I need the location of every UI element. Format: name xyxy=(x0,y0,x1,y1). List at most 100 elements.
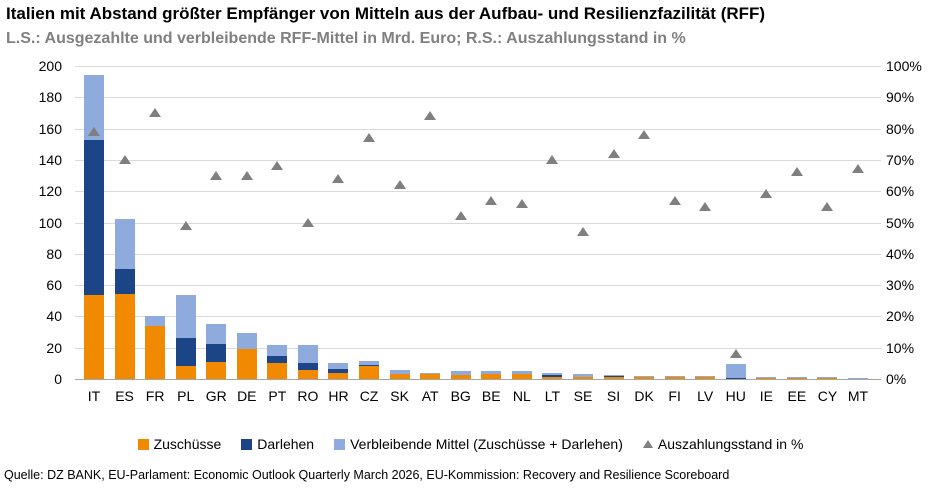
x-axis-label-IT: IT xyxy=(87,388,101,404)
y-axis-left-tick: 100 xyxy=(38,214,62,231)
bar-segment-verbleibend-PT xyxy=(267,344,288,356)
y-axis-left-tick: 60 xyxy=(46,277,62,294)
legend-item-verbleibend: Verbleibende Mittel (Zuschüsse + Darlehe… xyxy=(334,436,623,452)
y-axis-right-tick: 90% xyxy=(886,89,915,106)
square-swatch-icon xyxy=(241,438,253,450)
gridline xyxy=(75,316,881,318)
plot-area xyxy=(75,66,881,380)
y-axis-left-tick: 0 xyxy=(54,371,62,387)
y-axis-right-tick: 30% xyxy=(886,277,915,294)
y-axis-left-tick: 160 xyxy=(38,120,62,137)
bar-segment-verbleibend-FR xyxy=(145,316,166,326)
bar-segment-verbleibend-HU xyxy=(725,364,746,378)
y-axis-right-tick: 0% xyxy=(886,371,907,387)
x-axis-line xyxy=(75,379,881,380)
bar-segment-zuschuesse-CY xyxy=(817,377,838,379)
bar-segment-verbleibend-MT xyxy=(848,377,868,379)
bar-segment-verbleibend-SK xyxy=(389,370,410,374)
x-axis-label-EE: EE xyxy=(787,388,807,404)
marker-triangle-SE xyxy=(576,226,589,236)
bar-segment-zuschuesse-RO xyxy=(297,369,318,379)
bar-segment-verbleibend-EE xyxy=(786,376,807,378)
bar-segment-verbleibend-CZ xyxy=(359,360,380,365)
marker-triangle-IT xyxy=(88,126,100,136)
marker-triangle-CY xyxy=(821,201,834,211)
y-axis-right-tick: 20% xyxy=(886,308,915,325)
marker-triangle-NL xyxy=(515,198,528,208)
x-axis-label-NL: NL xyxy=(512,388,531,404)
legend-label: Zuschüsse xyxy=(153,436,222,452)
bar-segment-verbleibend-LT xyxy=(542,373,563,376)
gridline xyxy=(75,159,881,161)
marker-triangle-HR xyxy=(332,173,345,183)
x-axis-label-DK: DK xyxy=(634,388,654,404)
bar-segment-verbleibend-DE xyxy=(236,332,257,350)
bar-segment-darlehen-RO xyxy=(297,362,318,370)
x-axis-label-LV: LV xyxy=(697,388,714,404)
legend-item-zuschuesse: Zuschüsse xyxy=(137,436,222,452)
bar-segment-zuschuesse-AT xyxy=(420,374,441,379)
bar-segment-zuschuesse-LT xyxy=(542,376,563,379)
y-axis-left-tick: 180 xyxy=(38,89,62,106)
bar-segment-zuschuesse-SI xyxy=(603,377,624,379)
x-axis-label-PL: PL xyxy=(177,388,195,404)
bar-segment-darlehen-SI xyxy=(603,376,624,378)
marker-triangle-FI xyxy=(668,195,681,205)
x-axis-label-HU: HU xyxy=(725,388,746,404)
bar-segment-zuschuesse-BG xyxy=(450,374,471,379)
marker-triangle-PT xyxy=(271,161,284,171)
bar-segment-darlehen-HR xyxy=(328,368,349,373)
source-note: Quelle: DZ BANK, EU-Parlament: Economic … xyxy=(4,468,730,482)
legend-label: Darlehen xyxy=(257,436,315,452)
y-axis-right-tick: 100% xyxy=(886,58,922,74)
bar-segment-verbleibend-FI xyxy=(664,376,685,378)
bar-segment-zuschuesse-PT xyxy=(267,362,288,379)
legend-label: Verbleibende Mittel (Zuschüsse + Darlehe… xyxy=(350,436,623,452)
bar-segment-zuschuesse-HR xyxy=(328,372,349,379)
x-axis-label-GR: GR xyxy=(205,388,227,404)
x-axis-label-SI: SI xyxy=(606,388,621,404)
marker-triangle-IE xyxy=(760,189,773,199)
y-axis-right-tick: 70% xyxy=(886,151,915,168)
marker-triangle-MT xyxy=(852,164,864,174)
marker-triangle-AT xyxy=(424,111,437,121)
y-axis-right-tick: 50% xyxy=(886,214,915,231)
bar-segment-zuschuesse-GR xyxy=(206,361,227,379)
triangle-icon xyxy=(642,440,653,448)
x-axis-label-BE: BE xyxy=(481,388,501,404)
legend: Zuschüsse Darlehen Verbleibende Mittel (Zu… xyxy=(0,436,941,452)
y-axis-left-tick: 80 xyxy=(46,245,62,262)
marker-triangle-BG xyxy=(454,211,467,221)
square-swatch-icon xyxy=(137,438,149,450)
x-axis-label-CY: CY xyxy=(817,388,838,404)
bar-segment-verbleibend-LV xyxy=(695,376,716,378)
bar-segment-darlehen-IT xyxy=(84,139,104,296)
chart-subtitle: L.S.: Ausgezahlte und verbleibende RFF-M… xyxy=(6,30,686,47)
bar-segment-zuschuesse-PL xyxy=(175,365,196,379)
gridline xyxy=(75,222,881,224)
bar-segment-verbleibend-HR xyxy=(328,362,349,369)
gridline xyxy=(75,128,881,130)
bar-segment-verbleibend-GR xyxy=(206,324,227,344)
marker-triangle-HU xyxy=(729,348,742,358)
y-axis-left-tick: 120 xyxy=(38,183,62,200)
bar-segment-verbleibend-IE xyxy=(756,376,777,378)
x-axis-label-SE: SE xyxy=(573,388,593,404)
bar-segment-zuschuesse-FI xyxy=(664,377,685,379)
bar-segment-zuschuesse-SE xyxy=(572,376,593,379)
x-axis-label-BG: BG xyxy=(450,388,471,404)
legend-item-darlehen: Darlehen xyxy=(241,436,314,452)
x-axis-label-AT: AT xyxy=(421,388,439,404)
x-axis-label-PT: PT xyxy=(268,388,287,404)
bar-segment-verbleibend-AT xyxy=(420,373,441,374)
bar-segment-darlehen-ES xyxy=(114,268,135,294)
gridline xyxy=(75,97,881,99)
marker-triangle-DE xyxy=(240,170,253,180)
bar-segment-zuschuesse-DE xyxy=(236,349,257,379)
bar-segment-zuschuesse-DK xyxy=(634,376,655,379)
bar-segment-verbleibend-SI xyxy=(603,375,624,377)
marker-triangle-LV xyxy=(699,201,712,211)
bar-segment-darlehen-LT xyxy=(542,375,563,377)
gridline xyxy=(75,66,881,67)
marker-triangle-ES xyxy=(118,154,131,164)
